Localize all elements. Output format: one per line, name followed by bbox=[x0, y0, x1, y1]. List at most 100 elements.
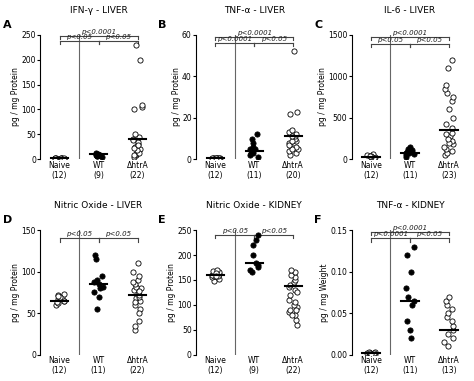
Text: p<0.05: p<0.05 bbox=[105, 34, 131, 40]
Point bbox=[135, 277, 142, 283]
Point bbox=[367, 153, 375, 159]
Point bbox=[285, 129, 293, 135]
Point bbox=[215, 155, 223, 161]
Point bbox=[410, 151, 418, 157]
Point bbox=[291, 287, 299, 293]
Point bbox=[246, 267, 254, 273]
Point bbox=[288, 146, 295, 152]
Point bbox=[134, 289, 142, 295]
Point bbox=[52, 302, 60, 308]
Point bbox=[134, 142, 141, 148]
Point bbox=[60, 155, 68, 162]
Y-axis label: pg / mg Protein: pg / mg Protein bbox=[11, 263, 20, 322]
Point bbox=[288, 133, 295, 139]
Y-axis label: pg / mg Protein: pg / mg Protein bbox=[167, 263, 176, 322]
Point bbox=[248, 136, 256, 142]
Point bbox=[132, 152, 139, 158]
Text: A: A bbox=[3, 20, 11, 30]
Point bbox=[443, 150, 451, 156]
Point bbox=[93, 306, 100, 312]
Point bbox=[254, 131, 261, 138]
Point bbox=[444, 310, 452, 316]
Point bbox=[252, 259, 259, 266]
Text: p<0.05: p<0.05 bbox=[416, 37, 443, 43]
Point bbox=[443, 82, 450, 88]
Point bbox=[132, 283, 140, 290]
Point bbox=[449, 115, 456, 121]
Point bbox=[448, 319, 456, 325]
Point bbox=[134, 260, 141, 266]
Point bbox=[445, 140, 453, 146]
Point bbox=[440, 144, 448, 150]
Point bbox=[213, 155, 220, 162]
Point bbox=[136, 150, 143, 156]
Text: p<0.0001: p<0.0001 bbox=[217, 36, 252, 42]
Point bbox=[133, 147, 141, 154]
Point bbox=[369, 351, 376, 357]
Text: p<0.05: p<0.05 bbox=[222, 228, 248, 234]
Point bbox=[137, 285, 145, 291]
Point bbox=[51, 155, 59, 161]
Point bbox=[448, 57, 456, 63]
Text: p<0.05: p<0.05 bbox=[261, 36, 287, 42]
Point bbox=[96, 152, 103, 158]
Point bbox=[372, 351, 379, 357]
Point bbox=[213, 267, 220, 273]
Point bbox=[136, 298, 144, 304]
Point bbox=[133, 151, 140, 157]
Point bbox=[92, 152, 100, 158]
Point bbox=[55, 292, 62, 298]
Text: p<0.0001: p<0.0001 bbox=[81, 29, 116, 35]
Point bbox=[130, 145, 138, 151]
Point bbox=[286, 282, 294, 288]
Point bbox=[92, 151, 100, 157]
Point bbox=[135, 292, 143, 298]
Point bbox=[134, 141, 142, 147]
Point bbox=[446, 106, 453, 112]
Point bbox=[442, 146, 449, 152]
Point bbox=[444, 90, 451, 96]
Point bbox=[292, 133, 299, 139]
Point bbox=[292, 150, 300, 156]
Point bbox=[286, 309, 293, 315]
Point bbox=[293, 289, 301, 295]
Point bbox=[135, 293, 143, 299]
Point bbox=[254, 232, 262, 238]
Point bbox=[369, 151, 377, 157]
Point bbox=[293, 304, 301, 311]
Point bbox=[441, 86, 449, 92]
Point bbox=[448, 130, 456, 136]
Point bbox=[133, 149, 141, 155]
Text: F: F bbox=[314, 215, 321, 225]
Point bbox=[135, 310, 143, 316]
Point bbox=[131, 281, 138, 287]
Point bbox=[403, 252, 411, 258]
Point bbox=[448, 138, 456, 144]
Point bbox=[287, 267, 295, 273]
Point bbox=[137, 57, 144, 63]
Point bbox=[91, 279, 98, 285]
Point bbox=[136, 306, 144, 312]
Point bbox=[369, 155, 377, 162]
Point bbox=[292, 317, 300, 323]
Point bbox=[404, 146, 412, 152]
Point bbox=[371, 154, 378, 160]
Point bbox=[216, 155, 223, 161]
Y-axis label: pg / mg Protein: pg / mg Protein bbox=[172, 67, 181, 126]
Point bbox=[292, 144, 300, 150]
Point bbox=[291, 274, 299, 280]
Point bbox=[53, 156, 60, 162]
Point bbox=[441, 152, 449, 158]
Point bbox=[130, 106, 137, 112]
Point bbox=[371, 349, 378, 355]
Point bbox=[55, 300, 62, 306]
Point bbox=[249, 252, 256, 258]
Point bbox=[292, 269, 299, 275]
Point bbox=[286, 152, 294, 158]
Point bbox=[131, 144, 138, 150]
Point bbox=[58, 293, 65, 299]
Point bbox=[449, 335, 457, 341]
Point bbox=[53, 155, 60, 161]
Point bbox=[136, 273, 143, 279]
Point bbox=[448, 306, 456, 312]
